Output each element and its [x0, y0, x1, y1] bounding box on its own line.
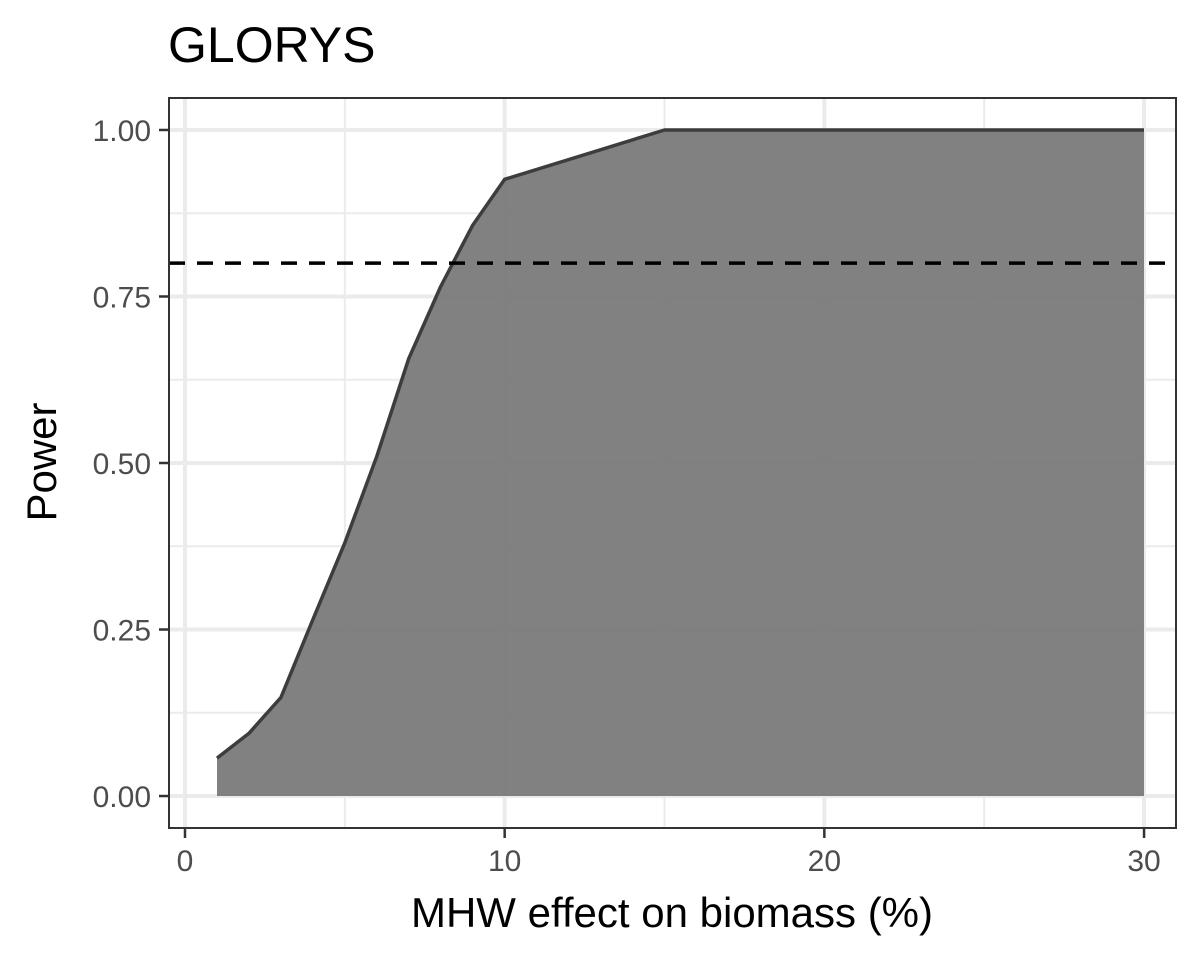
y-tick-label: 1.00 — [93, 115, 151, 148]
x-tick-label: 20 — [808, 845, 841, 878]
area-layer — [215, 128, 1144, 796]
y-tick-label: 0.75 — [93, 281, 151, 314]
power-area — [217, 130, 1144, 796]
y-tick-label: 0.00 — [93, 781, 151, 814]
power-line — [215, 128, 1144, 760]
y-axis-ticks: 0.00 0.25 0.50 0.75 1.00 — [93, 115, 169, 814]
y-tick-label: 0.50 — [93, 448, 151, 481]
x-axis-ticks: 0 10 20 30 — [177, 828, 1161, 878]
y-axis-label: Power — [18, 402, 65, 521]
y-tick-label: 0.25 — [93, 615, 151, 648]
x-axis-label: MHW effect on biomass (%) — [411, 889, 933, 936]
chart-title: GLORYS — [168, 17, 376, 73]
x-tick-label: 0 — [177, 845, 194, 878]
x-tick-label: 30 — [1127, 845, 1160, 878]
x-tick-label: 10 — [488, 845, 521, 878]
